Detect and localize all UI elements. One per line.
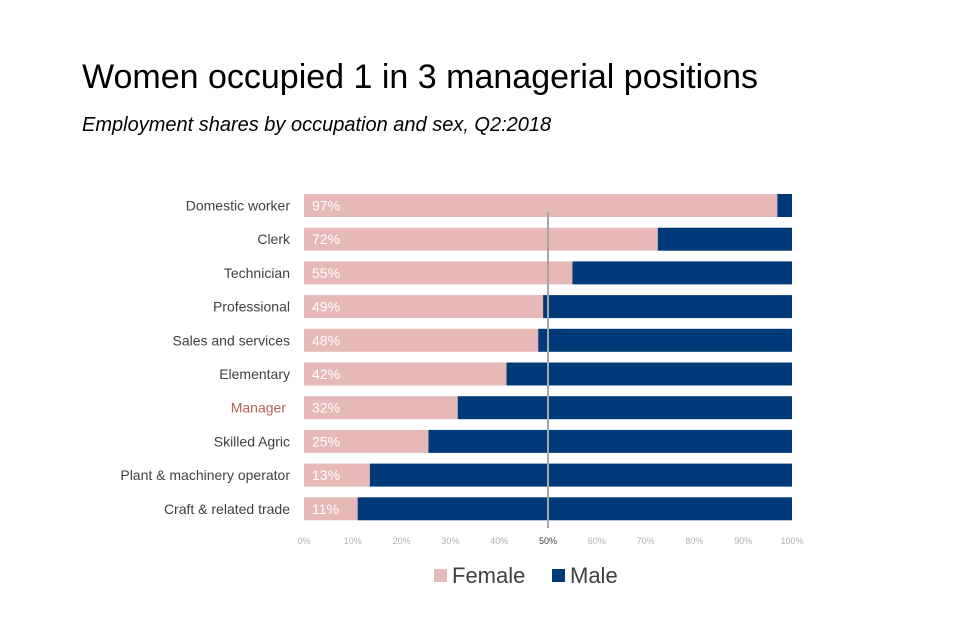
chart-subtitle: Employment shares by occupation and sex,… — [82, 114, 552, 136]
x-tick-label: 80% — [685, 536, 703, 546]
data-label: 13% — [312, 467, 340, 483]
bar-female — [304, 463, 370, 487]
x-axis-ticks-group: 0% 10% 20% 30% 40% 50% 60% 70% 80% 90% 100% — [297, 536, 803, 546]
category-label: Skilled Agric — [214, 433, 290, 449]
data-label: 32% — [312, 400, 340, 416]
data-labels-group: 97% 72% 55% 49% 48% 42% 32% 25% 13% 11% — [312, 198, 340, 517]
data-label: 42% — [312, 366, 340, 382]
category-label: Domestic worker — [186, 198, 291, 214]
chart-title: Women occupied 1 in 3 managerial positio… — [82, 58, 758, 96]
bars-group — [304, 194, 792, 521]
bar-female — [304, 362, 507, 386]
bar-male — [777, 194, 792, 217]
data-label: 48% — [312, 332, 340, 348]
x-tick-label: 20% — [393, 536, 411, 546]
x-tick-label: 30% — [441, 536, 459, 546]
legend-label-male: Male — [570, 563, 618, 588]
data-label: 25% — [312, 433, 340, 449]
bar-female — [304, 295, 544, 319]
x-tick-label: 50% — [539, 536, 557, 546]
bar-male — [357, 497, 792, 521]
data-label: 55% — [312, 265, 340, 281]
legend: Female Male — [434, 563, 618, 588]
category-label: Technician — [224, 265, 290, 281]
data-label: 11% — [312, 501, 339, 517]
bar-female — [304, 497, 358, 521]
bar-male — [543, 295, 792, 319]
x-tick-label: 0% — [297, 536, 310, 546]
bar-male — [572, 261, 792, 285]
data-label: 97% — [312, 198, 340, 214]
x-tick-label: 70% — [637, 536, 655, 546]
legend-swatch-male — [552, 569, 565, 582]
category-label: Sales and services — [172, 332, 290, 348]
bar-female — [304, 328, 539, 352]
data-label: 72% — [312, 231, 340, 247]
category-label: Elementary — [219, 366, 290, 382]
bar-female — [304, 396, 458, 420]
category-labels-group: Domestic worker Clerk Technician Profession… — [120, 198, 291, 517]
x-tick-label: 60% — [588, 536, 606, 546]
x-tick-label: 10% — [344, 536, 362, 546]
x-tick-label: 90% — [734, 536, 752, 546]
data-label: 49% — [312, 299, 340, 315]
bar-female — [304, 194, 778, 217]
x-tick-label: 40% — [490, 536, 508, 546]
bar-male — [657, 227, 792, 251]
bar-male — [538, 328, 792, 352]
legend-label-female: Female — [452, 563, 525, 588]
bar-male — [428, 429, 792, 453]
legend-swatch-female — [434, 569, 447, 582]
category-label: Plant & machinery operator — [120, 467, 290, 483]
bar-female — [304, 261, 573, 285]
bar-female — [304, 227, 658, 251]
category-label: Professional — [213, 299, 290, 315]
bar-male — [457, 396, 792, 420]
x-tick-label: 100% — [780, 536, 803, 546]
bar-female — [304, 429, 429, 453]
bar-male — [369, 463, 792, 487]
category-label: Craft & related trade — [164, 501, 290, 517]
category-label: Clerk — [257, 231, 291, 247]
bar-male — [506, 362, 792, 386]
category-label: Manager — [231, 400, 287, 416]
